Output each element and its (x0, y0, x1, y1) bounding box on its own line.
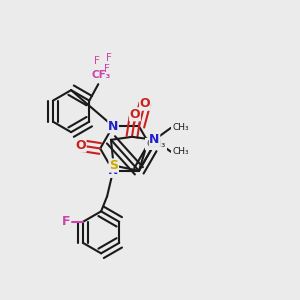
Text: N: N (108, 120, 118, 133)
Text: CH₃: CH₃ (172, 123, 189, 132)
Text: S: S (109, 159, 118, 172)
Text: O: O (130, 108, 140, 121)
Text: CH₃: CH₃ (146, 139, 166, 149)
Text: N: N (108, 164, 118, 177)
Text: F: F (106, 53, 112, 63)
Text: F: F (94, 56, 100, 66)
Text: CF₃: CF₃ (92, 70, 111, 80)
Text: O: O (140, 97, 150, 110)
Text: F: F (62, 215, 71, 228)
Text: O: O (75, 139, 86, 152)
Text: N: N (149, 133, 160, 146)
Text: CH₃: CH₃ (172, 147, 189, 156)
Text: F: F (104, 64, 110, 74)
